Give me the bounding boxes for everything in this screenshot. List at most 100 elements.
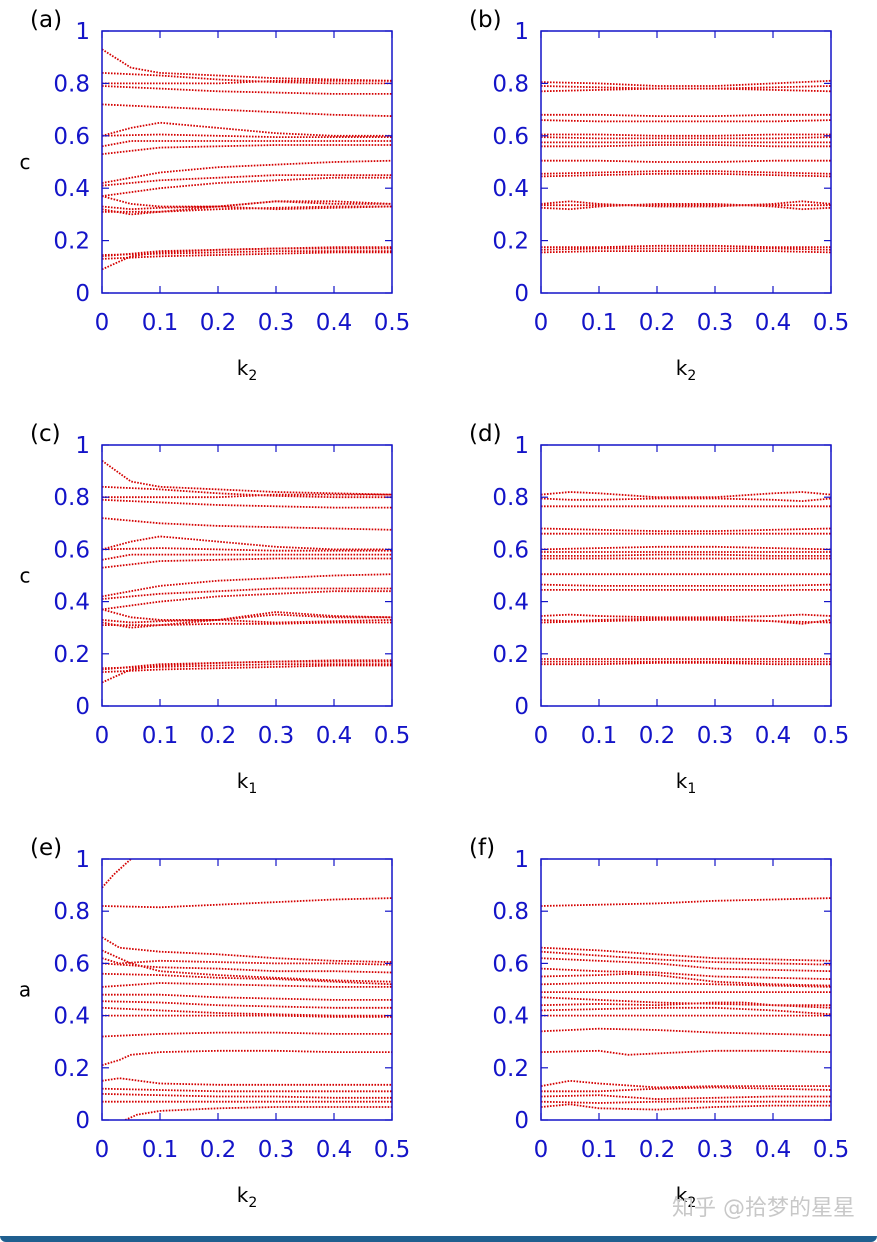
- y-tick-label: 0.6: [53, 951, 90, 977]
- series-line-12: [102, 590, 392, 611]
- series-line-14: [541, 203, 831, 211]
- x-tick-label: 0.3: [697, 310, 734, 336]
- series-line-5: [541, 967, 831, 980]
- y-tick-label: 0.2: [492, 229, 529, 255]
- panel-label: (e): [30, 835, 62, 861]
- x-axis-subscript: 1: [687, 781, 696, 797]
- y-tick-label: 0.2: [492, 1056, 529, 1082]
- series-line-6: [541, 545, 831, 551]
- series-line-19: [102, 663, 392, 670]
- chart-panel-6: 0 0.1 0.2 0.3 0.4 0.500.20.40.60.81(f)k2: [469, 835, 849, 1211]
- x-axis-title: k2: [237, 1183, 258, 1211]
- series-line-4: [102, 85, 392, 95]
- x-tick-label: 0.4: [316, 723, 353, 749]
- y-tick-label: 0.6: [492, 124, 529, 150]
- series-line-1: [541, 79, 831, 87]
- series-line-20: [102, 251, 392, 260]
- series-line-4: [102, 957, 392, 966]
- x-tick-label: 0: [95, 310, 110, 336]
- series-line-1: [102, 859, 132, 889]
- x-tick-label: 0.5: [813, 723, 850, 749]
- y-tick-label: 1: [514, 19, 529, 45]
- y-tick-label: 0.8: [53, 899, 90, 925]
- series-line-3: [541, 950, 831, 966]
- series-line-4: [102, 498, 392, 509]
- series-line-17: [102, 247, 392, 271]
- y-tick-label: 0: [514, 281, 529, 307]
- series-line-4: [541, 957, 831, 973]
- chart-panel-2: 0 0.1 0.2 0.3 0.4 0.5 0 0.2 0.4 0.6 0.8 1 (b) k2: [469, 7, 849, 384]
- series-line-6: [541, 133, 831, 137]
- series-line-7: [102, 547, 392, 552]
- y-tick-label: 1: [514, 847, 529, 873]
- series-line-18: [102, 246, 392, 258]
- chart-panel-1: 0 0.1 0.2 0.3 0.4 0.5 0 0.2 0.4 0.6 0.8 1 (a) k2 c: [20, 7, 411, 384]
- series-line-2: [541, 946, 831, 962]
- y-tick-label: 0.8: [492, 899, 529, 925]
- y-tick-label: 1: [514, 433, 529, 459]
- series-line-8: [102, 982, 392, 988]
- series-line-16: [102, 205, 392, 213]
- panel-label: (f): [469, 835, 495, 861]
- plot-frame: [101, 858, 393, 1121]
- series-line-12: [102, 1014, 392, 1018]
- x-tick-label: 0.4: [755, 310, 792, 336]
- x-tick-label: 0.1: [142, 1137, 179, 1163]
- x-axis-subscript: 2: [687, 368, 696, 384]
- series-line-6: [102, 121, 392, 137]
- watermark: 知乎 @拾梦的星星: [672, 1196, 855, 1221]
- x-tick-label: 0.2: [639, 723, 676, 749]
- y-tick-label: 0.2: [53, 1056, 90, 1082]
- series-line-16: [541, 1086, 831, 1093]
- x-tick-label: 0.5: [374, 1137, 411, 1163]
- y-tick-label: 0.2: [53, 229, 90, 255]
- panel-label: (c): [30, 421, 61, 447]
- series-line-8: [102, 553, 392, 561]
- series-line-5: [102, 103, 392, 117]
- x-tick-label: 0.5: [813, 310, 850, 336]
- series-line-11: [102, 587, 392, 600]
- series-line-15: [541, 1079, 831, 1089]
- y-tick-label: 0.2: [492, 642, 529, 668]
- x-tick-label: 0.2: [200, 723, 237, 749]
- series-line-3: [102, 493, 392, 499]
- series-line-14: [541, 1049, 831, 1056]
- series-line-17: [102, 1093, 392, 1099]
- x-axis-title: k2: [676, 356, 697, 384]
- series-group: [541, 491, 831, 666]
- x-axis-subscript: 2: [248, 1195, 257, 1211]
- chart-panel-3: 0 0.1 0.2 0.3 0.4 0.5 0 0.2 0.4 0.6 0.8 1 (c) k1 c: [20, 421, 411, 797]
- x-tick-label: 0.1: [142, 310, 179, 336]
- series-line-7: [541, 136, 831, 140]
- x-tick-label: 0: [534, 310, 549, 336]
- x-tick-label: 0.1: [581, 723, 618, 749]
- series-line-17: [541, 1094, 831, 1101]
- y-tick-label: 0.8: [53, 485, 90, 511]
- series-line-14: [102, 618, 392, 624]
- series-line-19: [124, 1106, 392, 1120]
- series-line-15: [102, 1077, 392, 1086]
- y-tick-label: 0.4: [53, 1004, 90, 1030]
- x-axis-subscript: 2: [687, 1195, 696, 1211]
- series-line-7: [102, 133, 392, 138]
- series-line-9: [541, 144, 831, 148]
- series-line-3: [102, 79, 392, 85]
- panel-label: (d): [469, 421, 502, 447]
- series-line-6: [102, 962, 392, 974]
- series-line-3: [541, 87, 831, 93]
- series-line-7: [102, 972, 392, 986]
- x-tick-label: 0.3: [258, 1137, 295, 1163]
- series-group: [102, 859, 392, 1120]
- series-line-13: [541, 613, 831, 619]
- panel-label: (a): [30, 7, 62, 33]
- series-line-19: [541, 1103, 831, 1111]
- series-line-9: [102, 557, 392, 569]
- series-line-1: [541, 897, 831, 907]
- series-line-13: [102, 195, 392, 208]
- x-tick-label: 0.5: [813, 1137, 850, 1163]
- series-line-9: [102, 144, 392, 155]
- y-axis-title: c: [20, 150, 31, 174]
- x-tick-label: 0.4: [316, 310, 353, 336]
- y-tick-label: 0: [75, 694, 90, 720]
